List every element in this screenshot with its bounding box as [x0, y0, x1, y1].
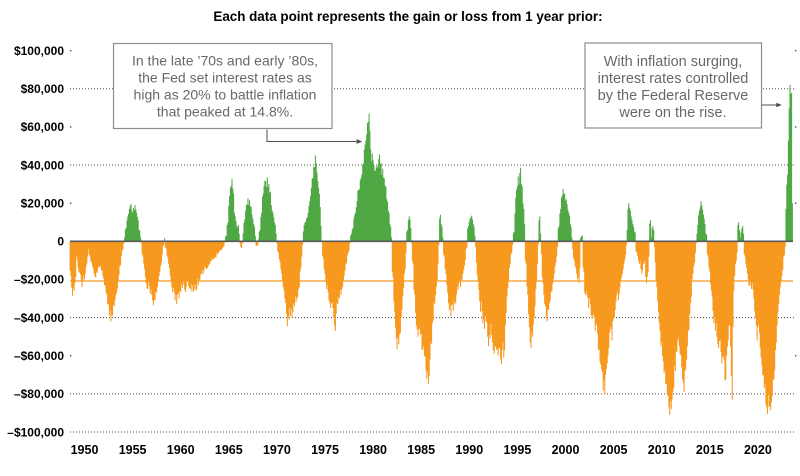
svg-text:2010: 2010 [648, 443, 676, 457]
svg-text:high as 20% to battle inflatio: high as 20% to battle inflation [134, 86, 317, 102]
svg-text:2005: 2005 [600, 443, 628, 457]
svg-text:2000: 2000 [552, 443, 580, 457]
svg-text:1995: 1995 [503, 443, 531, 457]
svg-text:In the late ’70s and early ’80: In the late ’70s and early ’80s, [132, 53, 318, 69]
svg-text:–$80,000: –$80,000 [14, 387, 64, 401]
svg-text:–$20,000: –$20,000 [14, 273, 64, 287]
svg-text:1960: 1960 [167, 443, 195, 457]
svg-text:0: 0 [57, 235, 64, 249]
svg-text:2015: 2015 [696, 443, 724, 457]
svg-text:$60,000: $60,000 [21, 120, 65, 134]
svg-text:that peaked at 14.8%.: that peaked at 14.8%. [157, 103, 293, 119]
svg-text:1950: 1950 [71, 443, 99, 457]
svg-text:$80,000: $80,000 [21, 82, 65, 96]
svg-text:interest rates controlled: interest rates controlled [598, 71, 749, 87]
svg-text:–$40,000: –$40,000 [14, 311, 64, 325]
svg-text:1965: 1965 [215, 443, 243, 457]
svg-text:by the Federal Reserve: by the Federal Reserve [598, 88, 749, 104]
svg-text:$40,000: $40,000 [21, 158, 65, 172]
svg-text:were on the rise.: were on the rise. [618, 105, 726, 121]
svg-text:1975: 1975 [311, 443, 339, 457]
svg-text:–$60,000: –$60,000 [14, 349, 64, 363]
svg-text:1970: 1970 [263, 443, 291, 457]
svg-text:1955: 1955 [119, 443, 147, 457]
svg-text:the Fed set interest rates as: the Fed set interest rates as [138, 70, 312, 86]
svg-text:–$100,000: –$100,000 [7, 425, 64, 439]
svg-text:Each data point represents the: Each data point represents the gain or l… [213, 9, 602, 24]
svg-text:With inflation surging,: With inflation surging, [604, 54, 743, 70]
svg-text:$100,000: $100,000 [14, 44, 64, 58]
svg-text:$20,000: $20,000 [21, 197, 65, 211]
svg-text:1985: 1985 [407, 443, 435, 457]
svg-text:2020: 2020 [744, 443, 772, 457]
svg-text:1980: 1980 [359, 443, 387, 457]
svg-text:1990: 1990 [455, 443, 483, 457]
